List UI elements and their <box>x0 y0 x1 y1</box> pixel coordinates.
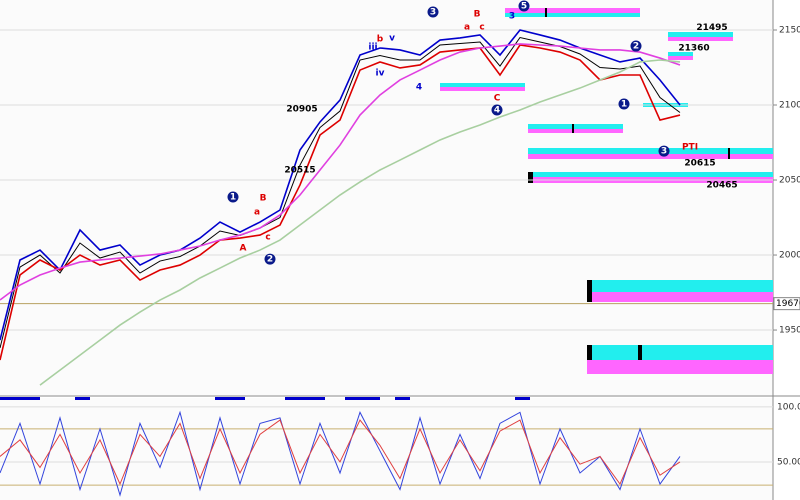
zone-tick <box>728 148 730 159</box>
zone-tick <box>572 124 574 133</box>
series-line <box>0 29 681 341</box>
annotation: 20615 <box>684 159 715 169</box>
wave-circle <box>658 145 670 157</box>
zone <box>505 13 640 17</box>
zone <box>668 37 733 41</box>
annotation: A <box>240 243 247 253</box>
annotation: 2 <box>267 255 273 265</box>
marker-box <box>773 297 800 311</box>
zone <box>440 87 525 91</box>
annotation: v <box>389 33 395 43</box>
wave-circle <box>618 98 630 110</box>
period-bar <box>215 397 245 400</box>
period-bar <box>75 397 90 400</box>
zone-tick <box>528 172 533 183</box>
zone <box>587 345 773 360</box>
annotation: 1 <box>621 99 627 109</box>
zone <box>528 154 773 159</box>
zone-tick <box>545 8 547 17</box>
zone <box>528 148 773 154</box>
zone <box>668 56 693 60</box>
period-bars <box>0 397 530 400</box>
zone <box>668 52 693 56</box>
price-panel <box>0 0 773 395</box>
zone-tick <box>587 280 592 302</box>
zone <box>505 8 640 13</box>
wave-circle <box>427 6 439 18</box>
y-tick-label: 21500. <box>779 26 800 36</box>
period-bar <box>345 397 380 400</box>
zone <box>587 280 773 292</box>
y-tick-label: 19500. <box>779 326 800 336</box>
series-line <box>0 410 681 497</box>
y-tick-label: 21000. <box>779 101 800 111</box>
zone <box>440 83 525 87</box>
y-tick-label: 50.00 <box>777 457 800 467</box>
annotation: C <box>494 93 501 103</box>
annotation: B <box>474 9 481 19</box>
annotation: a <box>254 207 260 217</box>
period-bar <box>395 397 410 400</box>
annotation: 5 <box>521 2 527 12</box>
annotation: 1 <box>230 192 236 202</box>
marker-label: 19676. <box>776 299 800 309</box>
annotation: c <box>479 23 484 33</box>
annotation: 3 <box>509 12 515 22</box>
annotation: 20515 <box>284 165 315 175</box>
series-line <box>0 419 681 486</box>
annotation: 4 <box>416 83 422 93</box>
zone <box>587 360 773 374</box>
series-line <box>0 44 681 361</box>
annotation: 21495 <box>696 23 727 33</box>
zone <box>668 32 733 37</box>
series-line <box>0 43 681 301</box>
y-tick-label: 20000. <box>779 251 800 261</box>
annotation: 4 <box>494 105 500 115</box>
annotation: 2 <box>633 42 639 52</box>
zone-tick <box>587 345 592 360</box>
zone <box>528 172 773 177</box>
series-line <box>0 36 681 349</box>
annotation: b <box>377 35 384 45</box>
annotation: 20905 <box>286 105 317 115</box>
annotation: iv <box>376 69 385 79</box>
period-bar <box>515 397 530 400</box>
annotation: PTI <box>682 143 698 153</box>
zone <box>528 129 623 133</box>
wave-circle <box>227 191 239 203</box>
zone <box>587 292 773 302</box>
annotation: c <box>265 233 270 243</box>
wave-circle <box>630 40 642 52</box>
oscillator-panel <box>0 398 773 500</box>
annotation: 3 <box>430 8 436 18</box>
wave-circle <box>518 0 530 12</box>
y-tick-label: 100.00 <box>777 402 800 412</box>
annotation: 3 <box>661 147 667 157</box>
series-line <box>39 59 681 386</box>
annotation: 21360 <box>678 44 709 54</box>
zone <box>528 124 623 129</box>
zone-tick <box>638 345 642 360</box>
annotation: a <box>464 23 470 33</box>
wave-circle <box>491 104 503 116</box>
y-tick-label: 20500. <box>779 176 800 186</box>
period-bar <box>0 397 40 400</box>
period-bar <box>285 397 325 400</box>
wave-circle <box>264 253 276 265</box>
annotation: B <box>260 194 267 204</box>
annotation: iii <box>368 42 377 52</box>
annotation: 20465 <box>706 180 737 190</box>
